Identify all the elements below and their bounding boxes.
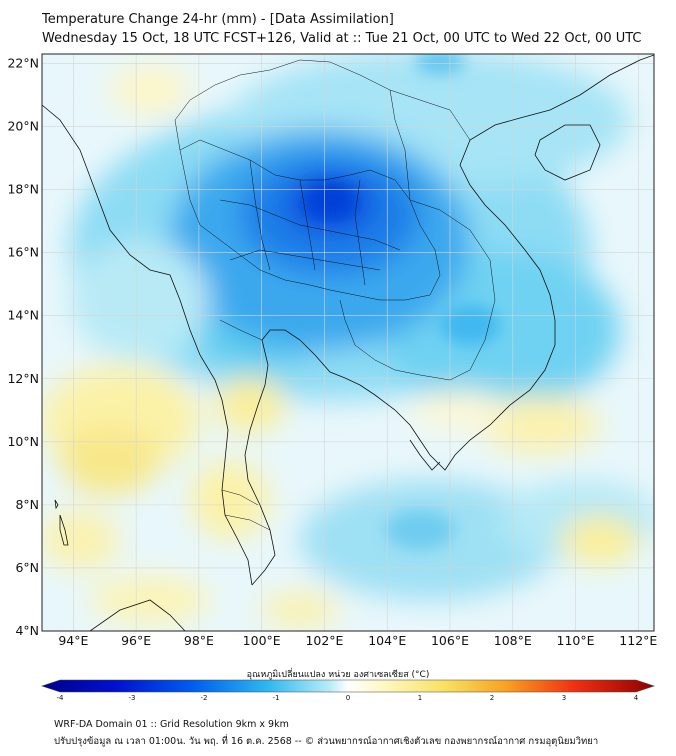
lon-tick-label: 104°E: [368, 633, 406, 648]
lat-tick-label: 8°N: [15, 497, 39, 512]
lat-tick-label: 20°N: [7, 119, 39, 134]
lon-tick-label: 102°E: [305, 633, 343, 648]
colorbar-tick-label: -3: [129, 694, 136, 702]
lat-tick-label: 14°N: [7, 308, 39, 323]
lat-tick-label: 12°N: [7, 371, 39, 386]
colorbar-tick-label: 0: [346, 694, 350, 702]
longitude-labels: 94°E 96°E 98°E 100°E 102°E 104°E 106°E 108°E 110…: [58, 633, 657, 648]
colorbar-gradient: [41, 679, 655, 693]
colorbar-ticks: -4 -3 -2 -1 0 1 2 3 4: [57, 694, 639, 702]
colorbar-tick-label: -4: [57, 694, 65, 702]
lat-tick-label: 22°N: [7, 55, 39, 70]
lat-tick-label: 4°N: [15, 623, 39, 638]
colorbar-tick-label: 4: [634, 694, 639, 702]
latitude-labels: 22°N 20°N 18°N 16°N 14°N 12°N 10°N 8°N 6°N 4°N: [7, 55, 39, 638]
map-subtitle: Wednesday 15 Oct, 18 UTC FCST+126, Valid…: [42, 31, 642, 46]
lon-tick-label: 106°E: [431, 633, 469, 648]
lon-tick-label: 94°E: [58, 633, 88, 648]
colorbar-tick-label: -2: [201, 694, 208, 702]
colorbar-tick-label: 2: [490, 694, 494, 702]
footer-credit: ปรับปรุงข้อมูล ณ เวลา 01:00น. วัน พฤ. ที…: [54, 736, 599, 747]
province-borders: [174, 59, 496, 531]
map-title: Temperature Change 24-hr (mm) - [Data As…: [42, 12, 394, 27]
lon-tick-label: 108°E: [494, 633, 532, 648]
lat-tick-label: 16°N: [7, 245, 39, 260]
lat-lon-grid: [42, 54, 654, 631]
lat-tick-label: 10°N: [7, 434, 39, 449]
colorbar: -4 -3 -2 -1 0 1 2 3 4: [41, 679, 655, 702]
coastline: [42, 54, 654, 631]
colorbar-tick-label: -1: [273, 694, 280, 702]
colorbar-tick-label: 3: [562, 694, 566, 702]
map-border: [41, 53, 655, 632]
footer-model-info: WRF-DA Domain 01 :: Grid Resolution 9km …: [54, 719, 289, 730]
colorbar-tick-label: 1: [418, 694, 422, 702]
lon-tick-label: 110°E: [557, 633, 595, 648]
lon-tick-label: 98°E: [184, 633, 214, 648]
lon-tick-label: 100°E: [243, 633, 281, 648]
temperature-field: [42, 54, 654, 631]
colorbar-label: อุณหภูมิเปลี่ยนแปลง หน่วย องศาเซลเซียส (…: [246, 670, 430, 680]
lon-tick-label: 96°E: [121, 633, 151, 648]
lon-tick-label: 112°E: [619, 633, 657, 648]
lat-tick-label: 18°N: [7, 182, 39, 197]
lat-tick-label: 6°N: [15, 560, 39, 575]
